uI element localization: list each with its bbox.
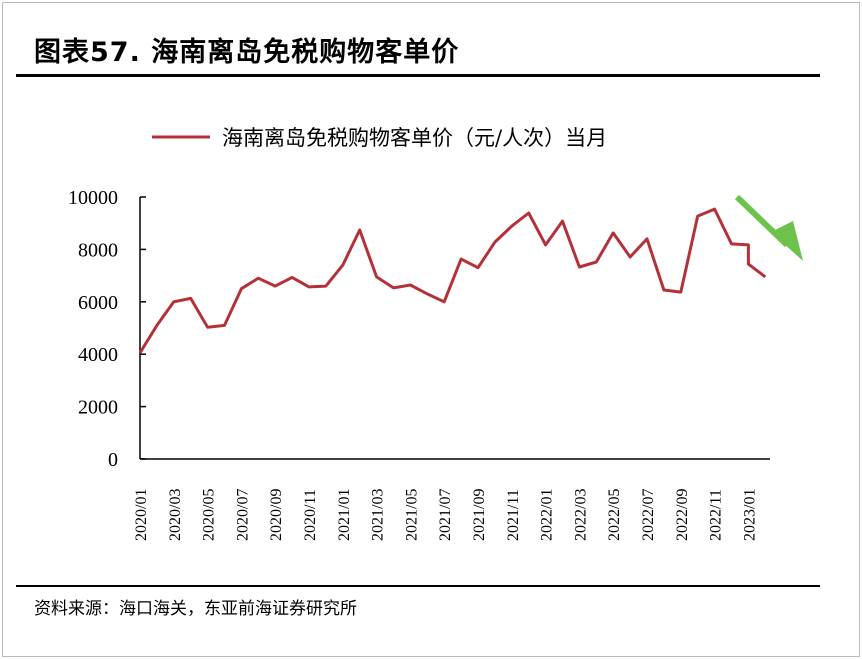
top-rule (16, 74, 820, 77)
y-tick-label: 4000 (78, 344, 118, 366)
x-tick-label: 2020/09 (268, 489, 285, 541)
y-tick-label: 10000 (68, 187, 118, 209)
legend-label: 海南离岛免税购物客单价（元/人次）当月 (222, 126, 607, 150)
x-tick-label: 2020/01 (133, 489, 150, 541)
x-tick-label: 2020/11 (302, 489, 319, 541)
bottom-rule (16, 585, 820, 587)
x-tick-label: 2022/05 (606, 489, 623, 541)
y-tick-label: 6000 (78, 292, 118, 314)
x-tick-label: 2020/05 (201, 489, 218, 541)
series-line (138, 207, 767, 354)
source-note: 资料来源：海口海关，东亚前海证券研究所 (34, 599, 357, 619)
x-tick-label: 2021/03 (370, 489, 387, 541)
trend-arrow-head (771, 221, 803, 261)
x-tick-label: 2022/01 (539, 489, 556, 541)
y-tick-label: 8000 (78, 239, 118, 261)
y-tick-label: 0 (108, 449, 118, 471)
x-tick-label: 2021/01 (336, 489, 353, 541)
x-tick-label: 2023/01 (741, 489, 758, 541)
x-tick-label: 2022/03 (572, 489, 589, 541)
x-tick-label: 2022/09 (674, 489, 691, 541)
x-tick-label: 2022/11 (708, 489, 725, 541)
figure-title: 图表57. 海南离岛免税购物客单价 (34, 37, 460, 68)
x-tick-label: 2021/07 (437, 489, 454, 541)
x-tick-label: 2021/09 (471, 489, 488, 541)
x-tick-label: 2021/11 (505, 489, 522, 541)
x-tick-label: 2022/07 (640, 489, 657, 541)
x-tick-label: 2020/07 (234, 489, 251, 541)
x-tick-label: 2021/05 (403, 489, 420, 541)
x-tick-label: 2020/03 (167, 489, 184, 541)
y-tick-label: 2000 (78, 397, 118, 419)
